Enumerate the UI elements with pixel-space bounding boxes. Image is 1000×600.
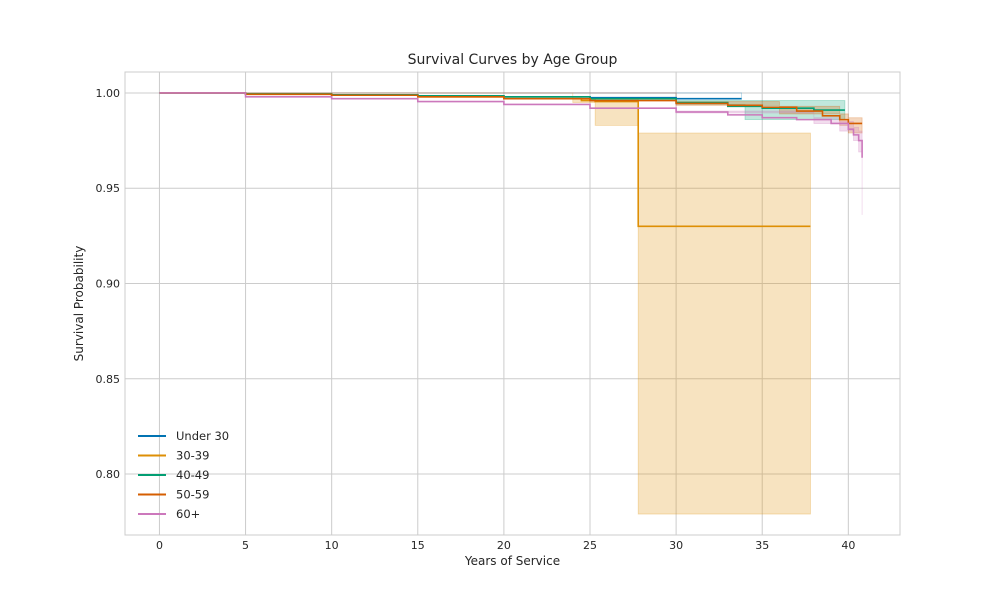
y-tick-label: 1.00 [96, 87, 121, 100]
x-tick-label: 15 [411, 539, 425, 552]
ci-band-60 [159, 92, 863, 215]
y-axis-title: Survival Probability [72, 246, 86, 362]
legend-label: 30-39 [176, 449, 209, 463]
tick-labels: 0 5 10 15 20 25 30 35 40 0.80 0.85 0.90 0.95 1.00 [96, 87, 856, 552]
series-line-60 [159, 92, 863, 158]
plot-frame [124, 71, 901, 536]
survival-lines [159, 92, 863, 228]
x-tick-label: 30 [669, 539, 683, 552]
plot-area [125, 72, 900, 535]
legend-label: 50-59 [176, 488, 209, 502]
legend-label: 40-49 [176, 468, 209, 482]
x-tick-label: 0 [156, 539, 163, 552]
x-tick-label: 20 [497, 539, 511, 552]
legend-label: 60+ [176, 507, 200, 521]
x-tick-label: 35 [755, 539, 769, 552]
x-axis-title: Years of Service [464, 554, 560, 568]
x-tick-label: 25 [583, 539, 597, 552]
legend-label: Under 30 [176, 429, 229, 443]
series-line-50-59 [159, 92, 863, 125]
y-tick-label: 0.95 [96, 182, 121, 195]
x-tick-label: 5 [242, 539, 249, 552]
y-tick-label: 0.85 [96, 373, 121, 386]
gridlines [125, 72, 900, 535]
legend: Under 30 30-39 40-49 50-59 60+ [138, 429, 229, 521]
x-tick-label: 40 [841, 539, 855, 552]
x-tick-label: 10 [325, 539, 339, 552]
y-tick-label: 0.90 [96, 277, 121, 290]
chart-title: Survival Curves by Age Group [408, 52, 618, 68]
y-tick-label: 0.80 [96, 468, 121, 481]
